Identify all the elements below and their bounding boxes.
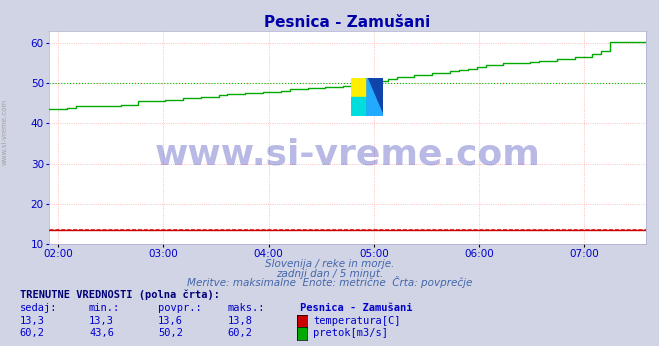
Text: Pesnica - Zamušani: Pesnica - Zamušani: [300, 303, 413, 313]
Text: www.si-vreme.com: www.si-vreme.com: [1, 98, 8, 165]
Text: sedaj:: sedaj:: [20, 303, 57, 313]
Polygon shape: [367, 78, 384, 116]
Text: 50,2: 50,2: [158, 328, 183, 338]
Text: www.si-vreme.com: www.si-vreme.com: [155, 138, 540, 172]
Title: Pesnica - Zamušani: Pesnica - Zamušani: [264, 15, 431, 30]
Bar: [367, 78, 384, 116]
Text: 13,3: 13,3: [20, 316, 45, 326]
Text: 60,2: 60,2: [20, 328, 45, 338]
Text: pretok[m3/s]: pretok[m3/s]: [313, 328, 388, 338]
Bar: [351, 78, 367, 97]
Text: 13,6: 13,6: [158, 316, 183, 326]
Text: Slovenija / reke in morje.: Slovenija / reke in morje.: [265, 259, 394, 269]
Text: 13,3: 13,3: [89, 316, 114, 326]
Polygon shape: [367, 78, 384, 116]
Text: 60,2: 60,2: [227, 328, 252, 338]
Text: min.:: min.:: [89, 303, 120, 313]
Bar: [351, 97, 367, 116]
Text: povpr.:: povpr.:: [158, 303, 202, 313]
Text: TRENUTNE VREDNOSTI (polna črta):: TRENUTNE VREDNOSTI (polna črta):: [20, 290, 219, 300]
Text: Meritve: maksimalne  Enote: metrične  Črta: povprečje: Meritve: maksimalne Enote: metrične Črta…: [186, 276, 473, 289]
Text: temperatura[C]: temperatura[C]: [313, 316, 401, 326]
Text: maks.:: maks.:: [227, 303, 265, 313]
Text: zadnji dan / 5 minut.: zadnji dan / 5 minut.: [276, 269, 383, 279]
Text: 43,6: 43,6: [89, 328, 114, 338]
Text: 13,8: 13,8: [227, 316, 252, 326]
